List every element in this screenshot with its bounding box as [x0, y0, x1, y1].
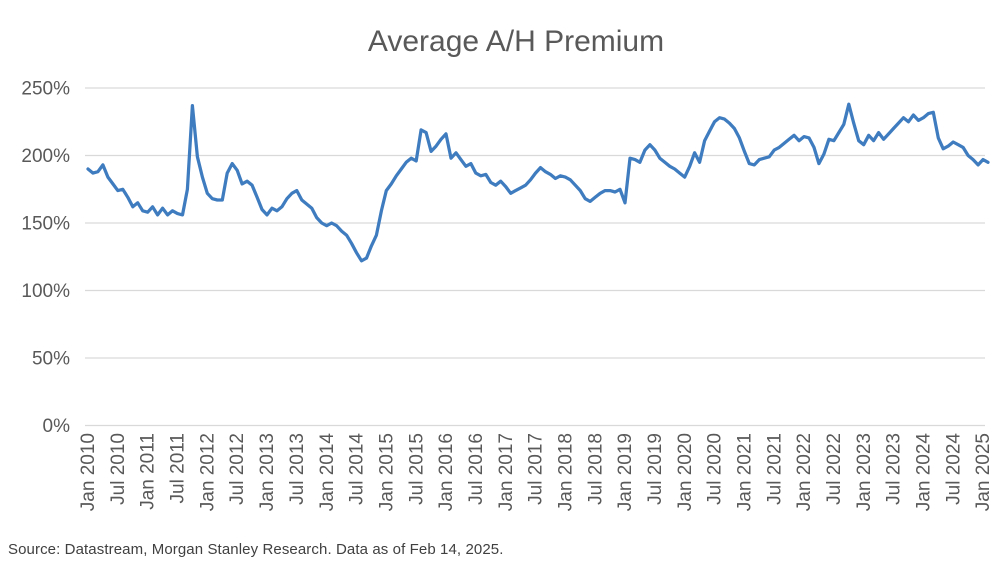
y-tick-label: 100% [21, 281, 70, 302]
x-tick-label: Jan 2015 [376, 433, 397, 511]
x-tick-label: Jul 2014 [347, 433, 368, 505]
y-tick-label: 0% [43, 416, 71, 437]
x-tick-label: Jul 2015 [406, 433, 427, 505]
x-tick-label: Jul 2022 [824, 433, 845, 505]
gridlines [85, 87, 985, 427]
x-tick-label: Jul 2013 [287, 433, 308, 505]
x-tick-label: Jan 2011 [138, 433, 159, 510]
x-tick-label: Jul 2023 [884, 433, 905, 505]
x-tick-label: Jan 2010 [78, 433, 99, 511]
x-tick-label: Jul 2012 [227, 433, 248, 505]
x-tick-label: Jan 2025 [973, 433, 994, 511]
x-tick-label: Jul 2016 [466, 433, 487, 505]
x-tick-label: Jan 2013 [257, 433, 278, 511]
x-tick-label: Jan 2017 [496, 433, 517, 511]
x-tick-label: Jul 2010 [108, 433, 129, 505]
x-tick-label: Jul 2021 [764, 433, 785, 505]
x-tick-label: Jul 2020 [705, 433, 726, 505]
x-tick-label: Jan 2018 [555, 433, 576, 511]
premium-line-series [86, 102, 990, 263]
y-tick-label: 50% [32, 348, 70, 369]
x-tick-label: Jan 2023 [854, 433, 875, 511]
x-tick-label: Jan 2014 [317, 433, 338, 512]
x-tick-label: Jan 2022 [794, 433, 815, 511]
x-tick-label: Jul 2019 [645, 433, 666, 505]
x-tick-label: Jan 2021 [734, 433, 755, 511]
x-tick-label: Jan 2016 [436, 433, 457, 511]
x-tick-label: Jul 2024 [943, 433, 964, 505]
chart-title: Average A/H Premium [368, 25, 664, 58]
x-tick-label: Jul 2018 [585, 433, 606, 505]
x-tick-label: Jan 2024 [913, 433, 934, 512]
x-axis-labels: Jan 2010 Jul 2010 Jan 2011 Jul 2011 Jan 2012… [78, 433, 994, 512]
x-tick-label: Jan 2019 [615, 433, 636, 511]
x-tick-label: Jul 2011 [168, 433, 189, 503]
y-tick-label: 150% [21, 213, 70, 234]
y-tick-label: 250% [21, 78, 70, 99]
x-tick-label: Jan 2012 [197, 433, 218, 511]
source-note: Source: Datastream, Morgan Stanley Resea… [8, 541, 504, 558]
x-tick-label: Jul 2017 [526, 433, 547, 505]
y-axis-labels: 0% 50% 100% 150% 200% 250% [21, 78, 71, 437]
x-tick-label: Jan 2020 [675, 433, 696, 511]
y-tick-label: 200% [21, 146, 70, 167]
